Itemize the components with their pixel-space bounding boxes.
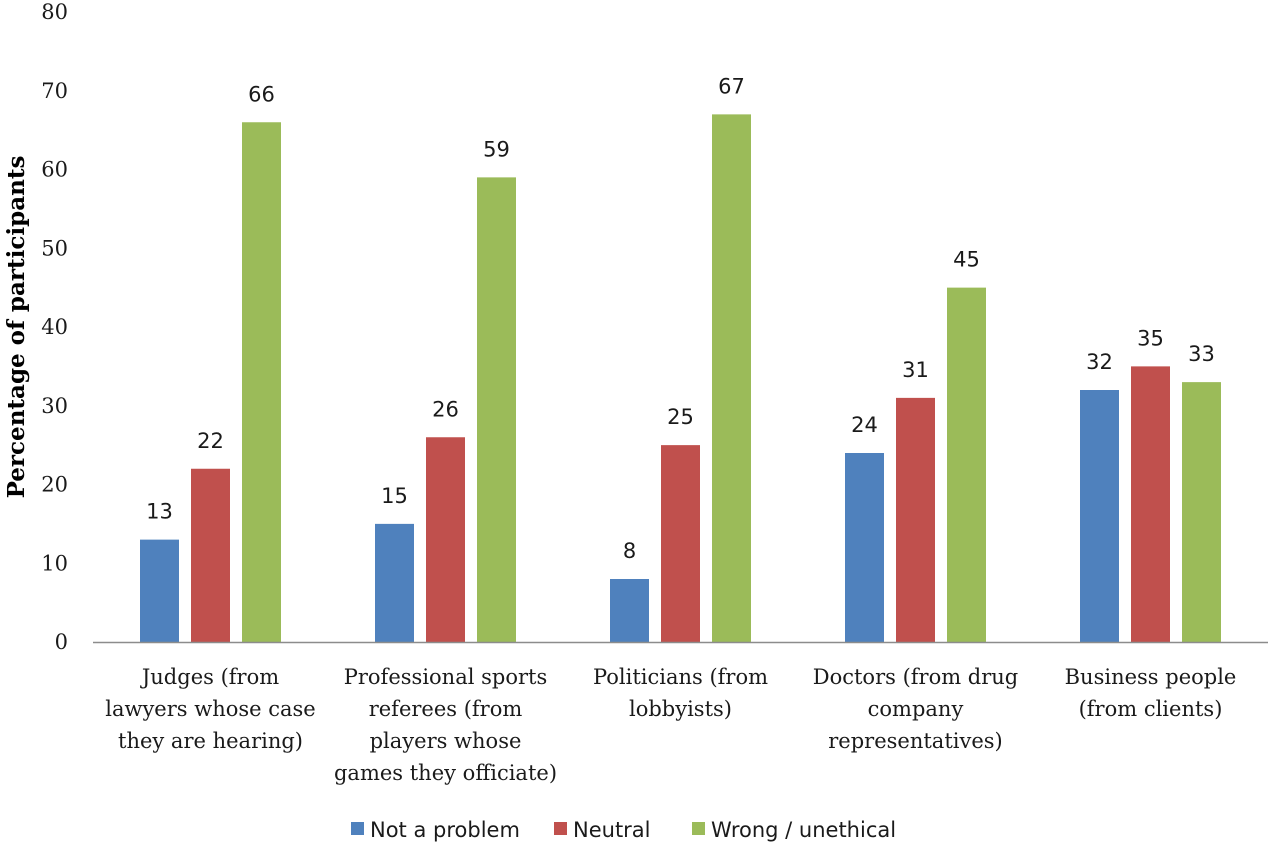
x-category-label-line: company	[868, 697, 964, 721]
x-category-label-line: (from clients)	[1079, 697, 1223, 721]
bar	[610, 579, 649, 642]
data-label: 67	[718, 74, 745, 98]
x-category-label: Business people (from clients)	[1065, 665, 1237, 721]
x-category-label-line: representatives)	[828, 729, 1002, 753]
data-label: 26	[432, 397, 459, 421]
data-label: 25	[667, 405, 694, 429]
data-label: 8	[623, 539, 636, 563]
x-category-label-line: Professional sports	[344, 665, 547, 689]
bar	[661, 445, 700, 642]
y-tick-label: 0	[55, 630, 68, 654]
legend-label: Neutral	[573, 818, 651, 842]
data-label: 31	[902, 358, 929, 382]
data-label: 13	[146, 500, 173, 524]
data-label: 35	[1137, 326, 1164, 350]
x-category-label-line: Business people	[1065, 665, 1237, 689]
data-label: 15	[381, 484, 408, 508]
x-category-label-line: lawyers whose case	[105, 697, 316, 721]
data-label: 45	[953, 248, 980, 272]
x-category-label-line: games they officiate)	[334, 761, 557, 785]
x-category-label-line: they are hearing)	[118, 729, 303, 753]
data-label: 33	[1188, 342, 1215, 366]
legend: Not a problem Neutral Wrong / unethical	[351, 818, 896, 842]
x-category-label-line: referees (from	[369, 697, 523, 721]
bars	[140, 114, 1221, 642]
legend-item: Wrong / unethical	[692, 818, 896, 842]
bar	[375, 523, 414, 642]
data-label: 24	[851, 413, 878, 437]
y-axis-title: Percentage of participants	[3, 156, 30, 499]
data-label: 22	[197, 429, 224, 453]
x-category-label: Politicians (from lobbyists)	[593, 665, 768, 721]
y-axis: 0 10 20 30 40 50 60 70 80	[41, 0, 68, 654]
y-tick-label: 80	[41, 0, 68, 24]
x-category-label-line: Politicians (from	[593, 665, 768, 689]
bar	[191, 468, 230, 642]
y-tick-label: 40	[41, 315, 68, 339]
legend-item: Neutral	[554, 818, 651, 842]
x-category-label: Doctors (from drug company representatives…	[813, 665, 1019, 753]
data-label: 66	[248, 82, 275, 106]
legend-swatch	[554, 822, 567, 835]
x-category-label-line: lobbyists)	[629, 697, 732, 721]
bar	[1182, 382, 1221, 642]
x-category-label-line: players whose	[370, 729, 522, 753]
y-tick-label: 10	[41, 551, 68, 575]
x-category-label: Professional sports referees (from players…	[334, 665, 557, 785]
y-tick-label: 20	[41, 473, 68, 497]
x-category-label: Judges (from lawyers whose case they are h…	[105, 665, 316, 753]
data-labels: 13 22 66 15 26 59 8 25 67 24 31 45 32 35 33	[146, 74, 1215, 563]
y-tick-label: 30	[41, 394, 68, 418]
data-label: 59	[483, 137, 510, 161]
legend-swatch	[692, 822, 705, 835]
y-tick-label: 60	[41, 158, 68, 182]
legend-label: Wrong / unethical	[711, 818, 896, 842]
bar	[1131, 366, 1170, 642]
bar	[896, 397, 935, 642]
bar	[845, 453, 884, 642]
legend-item: Not a problem	[351, 818, 520, 842]
bar	[242, 122, 281, 642]
data-label: 32	[1086, 350, 1113, 374]
y-tick-label: 50	[41, 236, 68, 260]
y-tick-label: 70	[41, 79, 68, 103]
x-category-label-line: Doctors (from drug	[813, 665, 1019, 689]
legend-swatch	[351, 822, 364, 835]
bar	[1080, 390, 1119, 642]
bar	[140, 539, 179, 642]
bar	[947, 287, 986, 642]
x-axis: Judges (from lawyers whose case they are h…	[93, 641, 1268, 785]
legend-label: Not a problem	[370, 818, 520, 842]
bar	[426, 437, 465, 642]
bar	[477, 177, 516, 642]
x-category-label-line: Judges (from	[140, 665, 279, 689]
bar	[712, 114, 751, 642]
